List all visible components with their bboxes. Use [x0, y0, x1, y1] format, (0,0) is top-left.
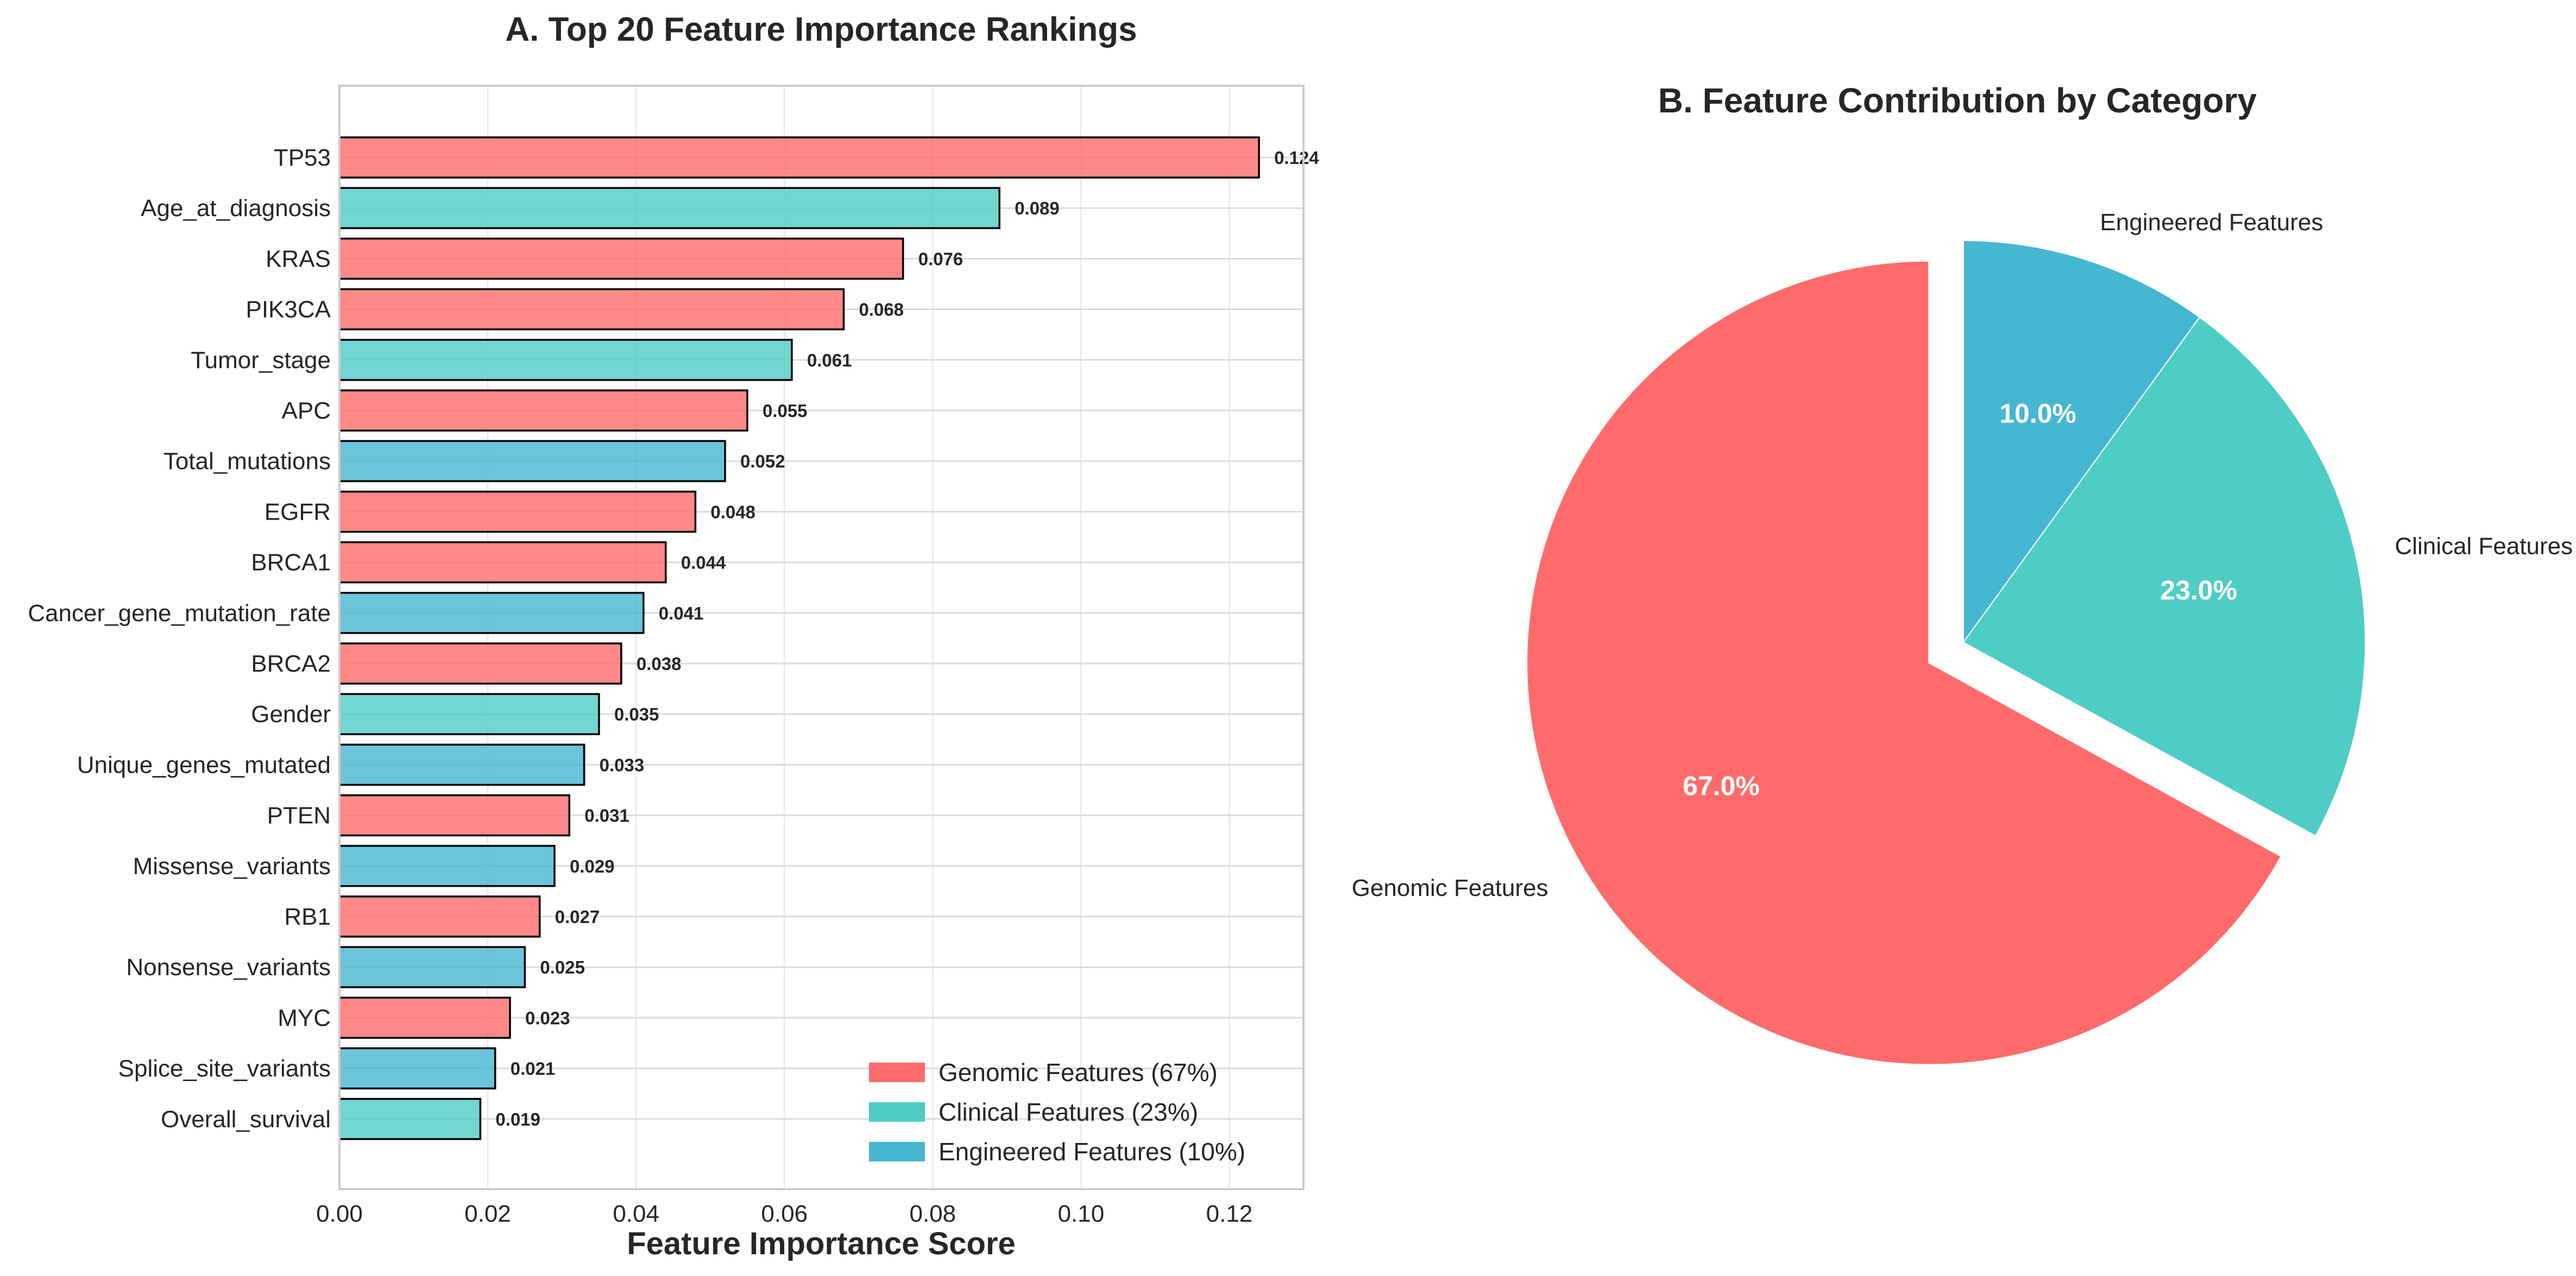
- bar-category-label: Unique_genes_mutated: [77, 751, 331, 778]
- bar-value-label: 0.033: [600, 755, 645, 775]
- pie-percent-label: 10.0%: [1999, 399, 2076, 429]
- bar-kras: [338, 237, 904, 280]
- bar-category-label: Total_mutations: [163, 448, 331, 475]
- bar-value-label: 0.052: [740, 451, 785, 471]
- x-tick-label: 0.10: [1058, 1201, 1105, 1227]
- bar-rb1: [338, 895, 541, 938]
- pie-chart-title: B. Feature Contribution by Category: [1658, 81, 2257, 120]
- pie-slice-clinical-features: [1962, 316, 2366, 837]
- legend-swatch-engineered: [869, 1142, 925, 1161]
- bar-brca2: [338, 642, 622, 685]
- bar-category-label: KRAS: [266, 245, 331, 272]
- x-tick-label: 0.08: [909, 1201, 956, 1227]
- bar-value-label: 0.048: [710, 502, 755, 522]
- bar-value-label: 0.089: [1015, 198, 1060, 218]
- bar-category-label: APC: [282, 397, 331, 424]
- bar-category-label: BRCA1: [251, 549, 331, 576]
- bar-category-label: Tumor_stage: [191, 347, 331, 374]
- x-tick-label: 0.00: [316, 1201, 363, 1227]
- x-tick-label: 0.06: [761, 1201, 808, 1227]
- bar-splice-site-variants: [338, 1047, 496, 1090]
- bar-brca1: [338, 541, 667, 584]
- pie-category-label: Clinical Features: [2395, 533, 2573, 559]
- bar-pik3ca: [338, 288, 845, 331]
- bar-category-label: BRCA2: [251, 650, 331, 677]
- bar-category-label: EGFR: [264, 498, 331, 525]
- x-tick-label: 0.04: [613, 1201, 659, 1227]
- bar-chart-value-labels: 0.124 0.089 0.076 0.068 0.061 0.055 0.052 0.048…: [495, 148, 1319, 1129]
- bar-pten: [338, 794, 571, 837]
- pie-category-label: Engineered Features: [2100, 209, 2323, 236]
- bar-missense-variants: [338, 845, 556, 887]
- bar-value-label: 0.041: [659, 603, 704, 623]
- bar-value-label: 0.029: [570, 856, 615, 876]
- bar-value-label: 0.021: [511, 1059, 556, 1079]
- pie-slice-engineered-features: [1963, 239, 2201, 645]
- bar-value-label: 0.044: [681, 553, 726, 573]
- bar-value-label: 0.038: [637, 654, 682, 674]
- legend-label-engineered: Engineered Features (10%): [939, 1138, 1245, 1166]
- bar-egfr: [338, 490, 697, 533]
- bar-category-label: TP53: [274, 144, 331, 171]
- bar-category-label: RB1: [284, 904, 331, 930]
- bar-value-label: 0.035: [614, 704, 659, 724]
- bar-category-label: Nonsense_variants: [126, 954, 331, 981]
- bar-chart-x-ticks: 0.00 0.02 0.04 0.06 0.08 0.10 0.12: [316, 1201, 1252, 1227]
- pie-chart-panel: B. Feature Contribution by Category 10.0…: [1352, 81, 2573, 1065]
- bar-value-label: 0.055: [763, 401, 808, 421]
- pie-percent-label: 67.0%: [1683, 771, 1760, 801]
- bar-myc: [338, 996, 511, 1039]
- bar-value-label: 0.025: [540, 957, 585, 977]
- legend-label-clinical: Clinical Features (23%): [939, 1098, 1198, 1126]
- x-tick-label: 0.12: [1206, 1201, 1253, 1227]
- bar-category-label: Overall_survival: [161, 1106, 331, 1133]
- bar-value-label: 0.124: [1274, 148, 1319, 168]
- bar-category-label: Splice_site_variants: [118, 1056, 331, 1082]
- bar-chart-title: A. Top 20 Feature Importance Rankings: [505, 11, 1137, 48]
- legend-label-genomic: Genomic Features (67%): [939, 1058, 1218, 1087]
- bar-chart-plot-frame: [338, 85, 1305, 1190]
- bar-unique-genes-mutated: [338, 743, 585, 786]
- bar-category-label: MYC: [278, 1005, 331, 1031]
- bar-age-at-diagnosis: [338, 187, 1000, 229]
- legend-swatch-clinical: [869, 1102, 925, 1122]
- bar-category-label: Age_at_diagnosis: [141, 195, 331, 222]
- bar-chart-category-labels: TP53 Age_at_diagnosis KRAS PIK3CA Tumor_stag…: [28, 144, 331, 1133]
- bar-category-label: Gender: [251, 701, 331, 728]
- bar-cancer-gene-mutation-rate: [338, 592, 645, 634]
- bar-tumor-stage: [338, 339, 793, 381]
- bar-value-label: 0.031: [584, 806, 629, 826]
- bar-tp53: [338, 136, 1260, 179]
- bar-chart-legend: Genomic Features (67%) Clinical Features …: [869, 1058, 1245, 1166]
- pie-percent-label: 23.0%: [2160, 575, 2237, 605]
- bar-gender: [338, 693, 600, 735]
- bar-category-label: PIK3CA: [245, 296, 331, 323]
- bar-category-label: Cancer_gene_mutation_rate: [28, 600, 331, 627]
- bar-overall-survival: [338, 1098, 482, 1140]
- bar-total-mutations: [338, 440, 726, 482]
- bar-value-label: 0.061: [807, 350, 852, 370]
- pie-slice-genomic-features: [1526, 260, 2282, 1065]
- bar-chart-bars: [338, 136, 1260, 1140]
- x-tick-label: 0.02: [464, 1201, 511, 1227]
- pie-chart-slices: [1526, 239, 2366, 1065]
- bar-value-label: 0.076: [918, 249, 963, 269]
- bar-value-label: 0.027: [555, 907, 600, 927]
- bar-category-label: Missense_variants: [133, 853, 331, 880]
- bar-nonsense-variants: [338, 946, 526, 988]
- bar-category-label: PTEN: [267, 803, 331, 829]
- pie-category-label: Genomic Features: [1352, 875, 1548, 901]
- bar-value-label: 0.019: [495, 1109, 540, 1129]
- bar-value-label: 0.023: [525, 1008, 570, 1028]
- bar-value-label: 0.068: [859, 300, 904, 320]
- pie-chart-labels: 10.0% Engineered Features 23.0% Clinical Fe…: [1352, 209, 2573, 901]
- bar-chart-x-axis-label: Feature Importance Score: [627, 1226, 1016, 1261]
- legend-swatch-genomic: [869, 1063, 925, 1082]
- bar-chart-panel: A. Top 20 Feature Importance Rankings TP…: [28, 11, 1319, 1261]
- bar-apc: [338, 389, 748, 432]
